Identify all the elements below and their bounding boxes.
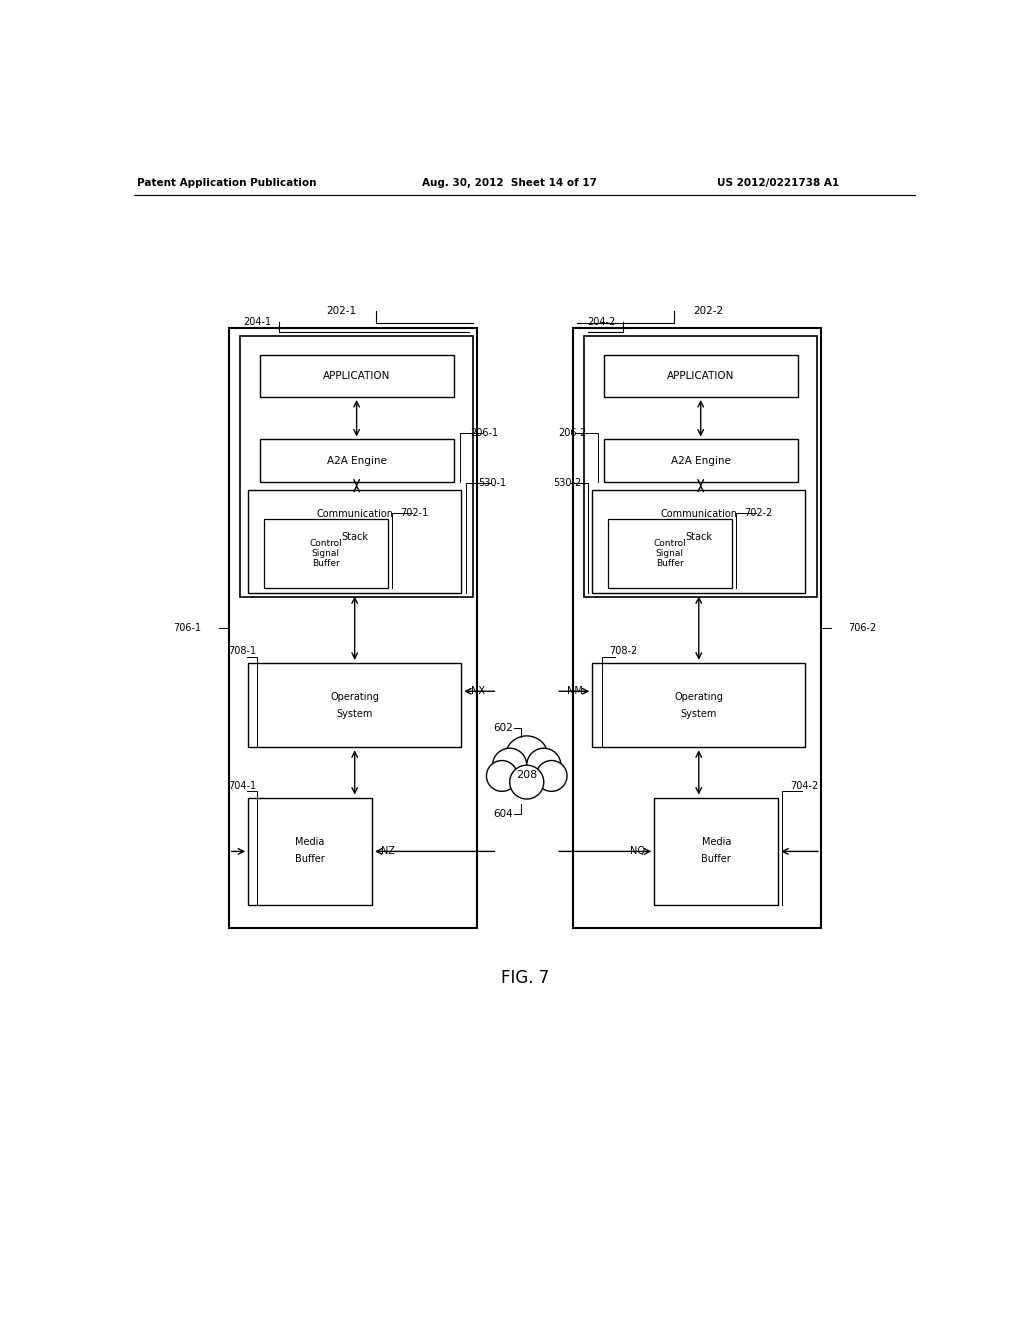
Text: 704-2: 704-2 [791,781,819,791]
Circle shape [510,766,544,799]
Bar [572,327,821,928]
Text: System: System [337,709,373,719]
Text: NX: NX [471,686,484,696]
Text: FIG. 7: FIG. 7 [501,969,549,987]
Bar [592,490,805,594]
Text: 202-2: 202-2 [693,306,724,315]
Text: 708-1: 708-1 [228,647,256,656]
Text: Media: Media [296,837,325,847]
Bar [241,335,473,598]
Text: Operating: Operating [331,693,379,702]
Text: Media: Media [701,837,731,847]
Text: 706-1: 706-1 [173,623,202,634]
Circle shape [505,737,549,779]
Bar [604,355,798,397]
Text: Communication: Communication [316,510,393,519]
Circle shape [526,748,561,781]
Text: 530-1: 530-1 [478,478,506,488]
Bar [607,519,732,589]
Text: Buffer: Buffer [655,558,684,568]
Text: NM: NM [567,686,583,696]
Bar [604,440,798,482]
Text: Control: Control [309,539,342,548]
Bar [248,797,372,906]
Text: Operating: Operating [675,693,723,702]
Text: 204-2: 204-2 [588,317,615,326]
Text: Buffer: Buffer [311,558,340,568]
Text: A2A Engine: A2A Engine [671,455,731,466]
Bar [248,663,461,747]
Text: 206-1: 206-1 [470,428,499,438]
Text: Buffer: Buffer [295,854,325,865]
Text: APPLICATION: APPLICATION [667,371,734,381]
Text: Buffer: Buffer [701,854,731,865]
Bar [228,327,477,928]
Text: Stack: Stack [341,532,369,543]
Bar [260,440,454,482]
Text: Stack: Stack [685,532,713,543]
Text: 702-1: 702-1 [399,508,428,517]
Text: Control: Control [653,539,686,548]
Text: 202-1: 202-1 [326,306,356,315]
Bar [263,519,388,589]
Bar [248,490,461,594]
Text: 602: 602 [494,723,513,733]
Bar [260,355,454,397]
Circle shape [536,760,567,792]
Text: APPLICATION: APPLICATION [323,371,390,381]
Text: Signal: Signal [655,549,684,558]
Bar [654,797,778,906]
Text: Signal: Signal [311,549,340,558]
Text: 706-2: 706-2 [848,623,877,634]
Text: 708-2: 708-2 [609,647,637,656]
Text: A2A Engine: A2A Engine [327,455,387,466]
Text: NQ: NQ [630,846,645,857]
Circle shape [493,748,526,781]
Text: 530-2: 530-2 [553,478,582,488]
Text: NZ: NZ [381,846,395,857]
Text: Communication: Communication [660,510,737,519]
Text: System: System [681,709,717,719]
Bar [585,335,817,598]
Text: 704-1: 704-1 [228,781,256,791]
Bar [592,663,805,747]
Text: Aug. 30, 2012  Sheet 14 of 17: Aug. 30, 2012 Sheet 14 of 17 [423,178,597,187]
Text: 604: 604 [494,809,513,820]
Circle shape [486,760,517,792]
Text: 204-1: 204-1 [244,317,271,326]
Text: 702-2: 702-2 [743,508,772,517]
Text: Patent Application Publication: Patent Application Publication [137,178,316,187]
Text: US 2012/0221738 A1: US 2012/0221738 A1 [717,178,839,187]
Text: 208: 208 [516,770,538,780]
Text: 206-2: 206-2 [559,428,587,438]
